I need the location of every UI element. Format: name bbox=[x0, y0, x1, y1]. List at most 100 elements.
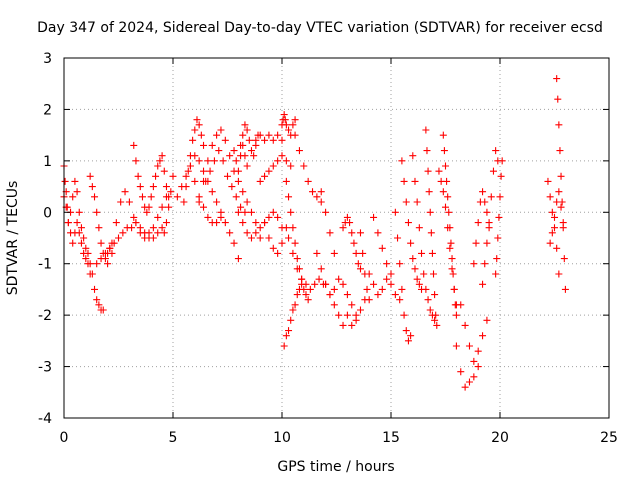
data-point bbox=[452, 342, 460, 350]
data-point bbox=[435, 167, 443, 175]
data-point bbox=[479, 332, 487, 340]
data-point bbox=[306, 285, 314, 293]
data-point bbox=[407, 239, 415, 247]
data-point bbox=[551, 213, 558, 221]
data-point bbox=[154, 162, 162, 170]
data-point bbox=[80, 249, 88, 257]
data-point bbox=[317, 265, 325, 273]
data-point bbox=[313, 193, 321, 201]
data-point bbox=[280, 111, 288, 119]
data-point bbox=[182, 183, 190, 191]
data-point bbox=[200, 203, 208, 211]
data-point bbox=[330, 285, 338, 293]
data-point bbox=[315, 275, 323, 283]
y-tick-label: -2 bbox=[38, 308, 52, 324]
data-point bbox=[432, 311, 440, 319]
data-point bbox=[291, 116, 299, 124]
data-point bbox=[465, 342, 473, 350]
data-point bbox=[200, 141, 208, 149]
data-point bbox=[149, 234, 157, 242]
data-point bbox=[352, 249, 360, 257]
data-point bbox=[213, 131, 221, 139]
data-point bbox=[167, 188, 175, 196]
y-tick-label: -3 bbox=[38, 360, 52, 376]
data-point bbox=[274, 157, 282, 165]
data-point bbox=[91, 285, 99, 293]
data-point bbox=[330, 249, 338, 257]
data-point bbox=[561, 285, 569, 293]
data-point bbox=[278, 136, 286, 144]
data-point bbox=[352, 316, 360, 324]
data-point bbox=[485, 219, 493, 227]
data-point bbox=[239, 219, 247, 227]
data-point bbox=[186, 162, 194, 170]
data-point bbox=[141, 234, 149, 242]
data-point bbox=[269, 162, 277, 170]
data-point bbox=[494, 234, 502, 242]
data-point bbox=[396, 296, 404, 304]
data-point bbox=[213, 219, 221, 227]
data-point bbox=[278, 152, 286, 160]
data-point bbox=[93, 296, 101, 304]
data-point bbox=[295, 147, 303, 155]
data-point bbox=[241, 208, 249, 216]
data-point bbox=[430, 270, 438, 278]
data-point bbox=[125, 198, 133, 206]
data-point bbox=[154, 229, 162, 237]
data-point bbox=[234, 167, 242, 175]
data-point bbox=[553, 75, 561, 83]
data-point bbox=[470, 260, 478, 268]
y-tick-label: 3 bbox=[43, 51, 52, 67]
data-point bbox=[398, 157, 406, 165]
data-point bbox=[322, 208, 330, 216]
data-point bbox=[439, 188, 447, 196]
chart-title: Day 347 of 2024, Sidereal Day-to-day VTE… bbox=[37, 20, 603, 36]
data-point bbox=[132, 219, 140, 227]
data-point bbox=[492, 270, 500, 278]
data-point bbox=[95, 301, 103, 309]
data-point bbox=[304, 177, 312, 185]
data-point bbox=[278, 239, 286, 247]
data-point bbox=[359, 249, 367, 257]
data-point bbox=[422, 126, 430, 134]
data-point bbox=[149, 183, 157, 191]
data-point bbox=[370, 213, 378, 221]
data-point bbox=[282, 332, 290, 340]
data-point bbox=[413, 198, 421, 206]
data-point bbox=[64, 219, 72, 227]
data-point bbox=[326, 291, 334, 299]
x-tick-label: 5 bbox=[169, 430, 178, 446]
data-point bbox=[356, 265, 364, 273]
data-point bbox=[252, 219, 260, 227]
data-point bbox=[93, 260, 101, 268]
data-point bbox=[180, 198, 188, 206]
data-point bbox=[289, 249, 297, 257]
data-point bbox=[226, 152, 234, 160]
data-point bbox=[158, 224, 166, 232]
data-point bbox=[557, 203, 565, 211]
data-point bbox=[479, 188, 487, 196]
data-point bbox=[433, 321, 441, 329]
data-point bbox=[206, 167, 214, 175]
data-point bbox=[449, 270, 457, 278]
y-tick-labels: -4 -3 -2 -1 0 1 2 3 bbox=[38, 51, 52, 427]
data-point bbox=[287, 162, 295, 170]
x-tick-labels: 0 5 10 15 20 25 bbox=[60, 430, 618, 446]
plot-frame bbox=[63, 57, 610, 419]
data-point bbox=[289, 121, 297, 129]
data-point bbox=[428, 249, 436, 257]
data-point bbox=[481, 260, 489, 268]
data-point bbox=[298, 275, 306, 283]
data-point bbox=[241, 121, 249, 129]
data-point bbox=[217, 126, 225, 134]
data-point bbox=[261, 219, 269, 227]
data-point bbox=[394, 234, 402, 242]
x-tick-label: 10 bbox=[273, 430, 291, 446]
data-point bbox=[427, 229, 435, 237]
data-point bbox=[160, 167, 168, 175]
data-point bbox=[154, 213, 162, 221]
data-point bbox=[191, 177, 199, 185]
data-point bbox=[447, 239, 455, 247]
data-point bbox=[91, 193, 99, 201]
data-point bbox=[232, 157, 240, 165]
